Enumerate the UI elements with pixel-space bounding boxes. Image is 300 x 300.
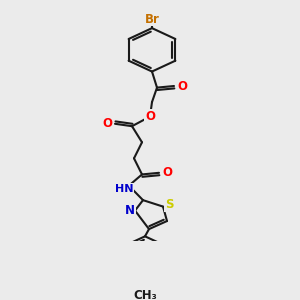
Text: O: O [162,166,172,179]
Text: S: S [165,199,173,212]
Text: O: O [102,117,112,130]
Text: N: N [125,204,135,217]
Text: HN: HN [115,184,133,194]
Text: O: O [145,110,155,123]
Text: CH₃: CH₃ [133,289,157,300]
Text: Br: Br [145,13,159,26]
Text: O: O [177,80,187,92]
